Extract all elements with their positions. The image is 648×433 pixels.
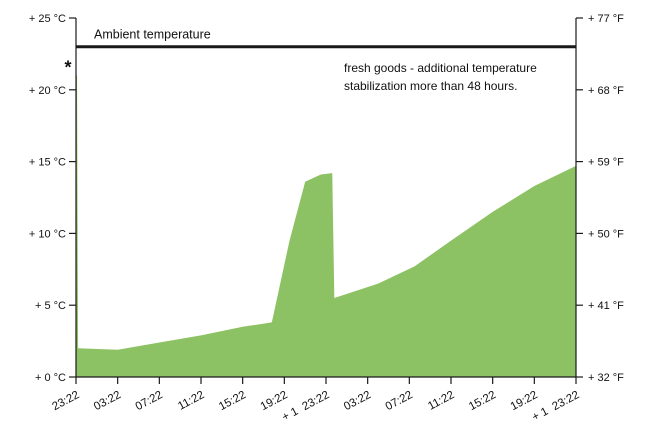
peak-marker: * [64,57,71,77]
y-left-tick-label: + 20 °C [29,85,66,97]
y-left-tick-label: + 5 °C [35,300,66,312]
y-right-tick-label: + 50 °F [588,228,624,240]
y-right-tick-label: + 77 °F [588,13,624,25]
x-tick-label: 07:22 [134,389,165,413]
y-left-tick-label: + 15 °C [29,157,66,169]
y-left-tick-label: + 0 °C [35,372,66,384]
ambient-temperature-label: Ambient temperature [94,28,211,42]
x-tick-label: 07:22 [384,389,415,413]
x-tick-label: 23:22 [50,389,81,413]
y-left-tick-label: + 25 °C [29,13,66,25]
x-tick-label: 19:22 [509,389,540,413]
x-tick-label: + 1 23:22 [280,389,331,424]
x-tick-label: 15:22 [467,389,498,413]
x-tick-label: 15:22 [217,389,248,413]
y-right-tick-label: + 32 °F [588,372,624,384]
annotation-line-2: stabilization more than 48 hours. [344,79,517,93]
y-right-tick-label: + 41 °F [588,300,624,312]
x-tick-label: 19:22 [259,389,290,413]
y-right-tick-label: + 68 °F [588,85,624,97]
y-left-tick-label: + 10 °C [29,228,66,240]
x-tick-label: 11:22 [176,389,206,413]
y-right-tick-label: + 59 °F [588,157,624,169]
x-tick-label: + 1 23:22 [530,389,581,424]
x-tick-label: 03:22 [92,389,123,413]
x-tick-label: 11:22 [426,389,456,413]
temperature-area [76,75,576,377]
x-tick-label: 03:22 [342,389,373,413]
annotation-line-1: fresh goods - additional temperature [344,61,537,75]
